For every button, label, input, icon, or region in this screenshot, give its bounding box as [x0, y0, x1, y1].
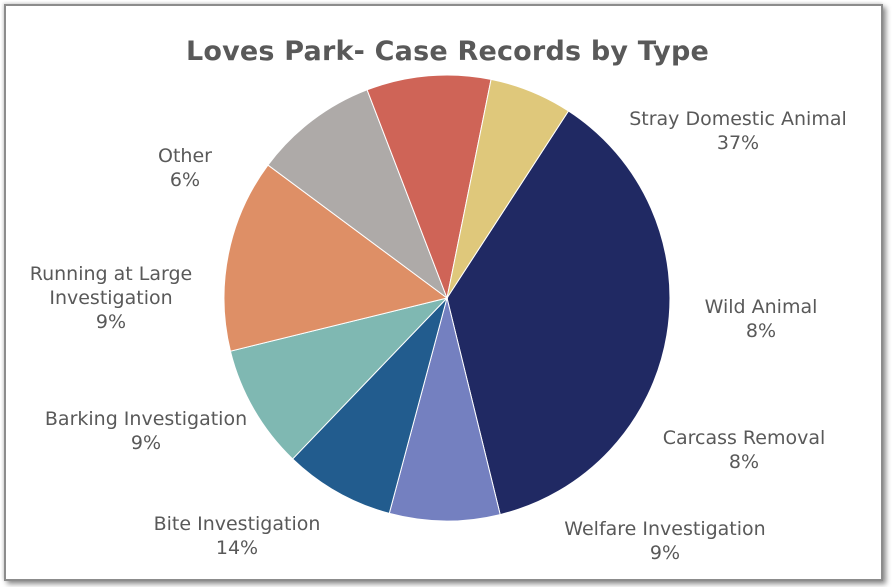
pie-slice-other: [446, 78, 570, 299]
pie-slice-bite-investigation: [223, 164, 449, 352]
data-label-other: Other 6%: [158, 145, 212, 191]
data-label-stray-domestic-animal: Stray Domestic Animal 37%: [629, 108, 847, 154]
data-label-barking-investigation: Barking Investigation 9%: [45, 408, 247, 454]
data-label-welfare-investigation: Welfare Investigation 9%: [564, 518, 765, 564]
pie-slice-carcass-removal: [291, 297, 448, 515]
data-label-wild-animal: Wild Animal 8%: [705, 296, 818, 342]
pie-slices: [223, 74, 671, 522]
pie-slice-barking-investigation: [267, 89, 449, 300]
data-label-carcass-removal: Carcass Removal 8%: [663, 427, 826, 473]
pie-slice-running-at-large-investigation: [366, 74, 492, 300]
chart-title: Loves Park- Case Records by Type: [185, 36, 710, 67]
data-label-running-at-large-investigation: Running at Large Investigation 9%: [30, 263, 192, 333]
pie-labels: Stray Domestic Animal 37% Wild Animal 8% Car…: [30, 108, 847, 564]
data-label-bite-investigation: Bite Investigation 14%: [154, 513, 321, 559]
pie-slice-wild-animal: [388, 297, 501, 522]
pie-slice-stray-domestic-animal: [446, 110, 671, 516]
